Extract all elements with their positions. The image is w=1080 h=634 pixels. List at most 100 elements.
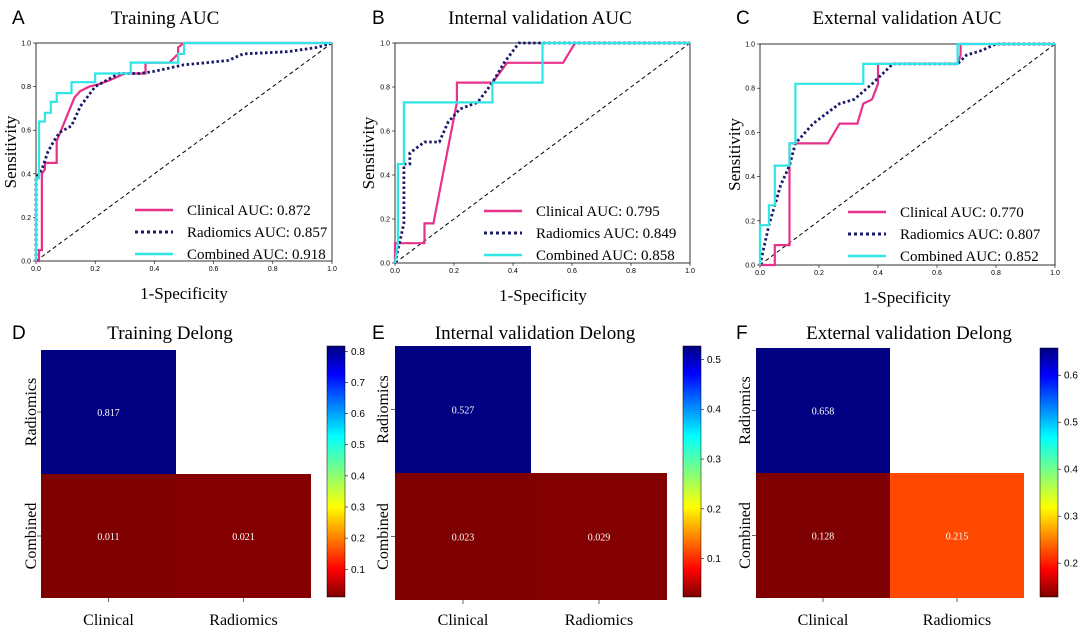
roc-curve-combined	[393, 41, 690, 264]
panel-letter: A	[12, 8, 25, 29]
y-tick-label: 0.0	[21, 259, 31, 266]
colorbar-tick-label: 0.5	[707, 355, 721, 366]
col-label: Clinical	[83, 612, 134, 629]
cell-value: 0.527	[452, 406, 475, 417]
x-tick-label: 0.0	[31, 266, 41, 273]
legend-entry: Combined AUC: 0.852	[900, 249, 1039, 265]
roc-panel-a: A Training AUC 0.00.0 0.2 0.2 0.4 0.4 0.6 0.6 0.8…	[1, 8, 337, 303]
x-tick-label: 1.0	[1050, 270, 1060, 277]
row-label: Radiomics	[737, 376, 754, 444]
x-tick-label: 0.6	[567, 268, 577, 275]
chance-diagonal	[759, 43, 1056, 266]
colorbar-tick-label: 0.6	[351, 409, 365, 420]
colorbar-tick-label: 0.4	[707, 405, 721, 416]
colorbar-tick-label: 0.3	[351, 503, 365, 514]
legend-entry: Clinical AUC: 0.770	[900, 205, 1024, 221]
y-tick-label: 1.0	[380, 41, 390, 48]
colorbar-tick-label: 0.5	[1064, 418, 1078, 429]
y-tick-label: 0.2	[745, 218, 755, 225]
col-label: Clinical	[798, 612, 849, 629]
x-tick-label: 0.8	[626, 268, 636, 275]
colorbar-tick-label: 0.2	[707, 504, 721, 515]
legend-entry: Combined AUC: 0.918	[187, 247, 326, 263]
delong-panel-d: D Training Delong 0.817 0.011 0.021 Radiomics…	[12, 323, 365, 629]
y-tick-label: 0.0	[380, 261, 390, 268]
y-tick-label: 0.0	[745, 263, 755, 270]
y-tick-label: 0.6	[380, 129, 390, 136]
row-label: Radiomics	[23, 378, 40, 446]
panel-letter: C	[736, 8, 750, 29]
cell-value: 0.658	[812, 407, 835, 418]
y-tick-label: 1.0	[21, 41, 31, 48]
legend-entry: Radiomics AUC: 0.807	[900, 227, 1041, 243]
heatmap-cell	[41, 474, 176, 598]
y-tick-label: 0.4	[380, 173, 390, 180]
heatmap-cell	[531, 473, 667, 600]
roc-curve-combined	[34, 41, 332, 261]
y-tick-label: 0.2	[21, 215, 31, 222]
chart-title: Training AUC	[111, 8, 220, 29]
colorbar-tick-label: 0.7	[351, 378, 365, 389]
chart-title: External validation Delong	[806, 323, 1012, 344]
roc-curve-clinical	[36, 41, 332, 263]
col-label: Radiomics	[209, 612, 277, 629]
x-tick-label: 0.8	[991, 270, 1001, 277]
x-tick-label: 0.0	[755, 270, 765, 277]
col-label: Clinical	[438, 612, 489, 629]
y-tick-label: 0.8	[745, 86, 755, 93]
cell-value: 0.128	[812, 532, 835, 543]
col-label: Radiomics	[923, 612, 991, 629]
delong-panel-e: E Internal validation Delong 0.527 0.023 0.0…	[372, 323, 721, 629]
colorbar	[682, 345, 702, 598]
roc-curve-clinical	[393, 41, 690, 263]
y-tick-label: 0.6	[745, 130, 755, 137]
chart-title: External validation AUC	[813, 8, 1002, 29]
colorbar-tick-label: 0.1	[707, 554, 721, 565]
panel-letter: B	[372, 8, 385, 29]
cell-value: 0.029	[588, 533, 611, 544]
x-tick-label: 0.2	[449, 268, 459, 275]
chart-title: Internal validation Delong	[435, 323, 636, 344]
legend-entry: Combined AUC: 0.858	[536, 248, 675, 264]
cell-value: 0.817	[97, 408, 120, 419]
legend-entry: Radiomics AUC: 0.849	[536, 226, 676, 242]
x-tick-label: 0.6	[209, 266, 219, 273]
x-axis-label: 1-Specificity	[140, 284, 228, 303]
legend-entry: Clinical AUC: 0.872	[187, 203, 311, 219]
y-tick-label: 0.4	[21, 171, 31, 178]
colorbar-tick-label: 0.5	[351, 440, 365, 451]
colorbar	[1039, 347, 1059, 598]
y-tick-label: 0.8	[21, 84, 31, 91]
roc-panel-b: B Internal validation AUC 0.00.0 0.2 0.2 0.4 0…	[359, 8, 695, 305]
y-tick-label: 0.6	[21, 128, 31, 135]
colorbar-tick-label: 0.1	[351, 565, 365, 576]
y-tick-label: 0.4	[745, 174, 755, 181]
colorbar-tick-label: 0.3	[707, 455, 721, 466]
heatmap-cell	[41, 350, 176, 474]
y-tick-label: 0.8	[380, 85, 390, 92]
x-tick-label: 0.4	[508, 268, 518, 275]
x-tick-label: 0.4	[873, 270, 883, 277]
x-tick-label: 1.0	[327, 266, 337, 273]
x-tick-label: 0.2	[90, 266, 100, 273]
x-tick-label: 0.2	[814, 270, 824, 277]
x-axis-label: 1-Specificity	[863, 288, 951, 307]
row-label: Combined	[375, 503, 392, 570]
legend-entry: Clinical AUC: 0.795	[536, 204, 660, 220]
panel-letter: E	[372, 323, 385, 344]
colorbar-tick-label: 0.2	[1064, 559, 1078, 570]
cell-value: 0.011	[97, 532, 119, 543]
y-axis-label: Sensitivity	[1, 115, 20, 188]
heatmap-cell	[890, 473, 1024, 598]
heatmap-cell	[395, 473, 531, 600]
heatmap-cell	[756, 348, 890, 473]
plot-frame	[759, 43, 1056, 266]
colorbar-tick-label: 0.4	[351, 471, 365, 482]
col-label: Radiomics	[565, 612, 633, 629]
colorbar-tick-label: 0.8	[351, 347, 365, 358]
colorbar	[326, 345, 346, 598]
cell-value: 0.023	[452, 533, 475, 544]
chance-diagonal	[35, 42, 333, 262]
chart-title: Training Delong	[107, 323, 233, 344]
x-tick-label: 0.0	[390, 268, 400, 275]
